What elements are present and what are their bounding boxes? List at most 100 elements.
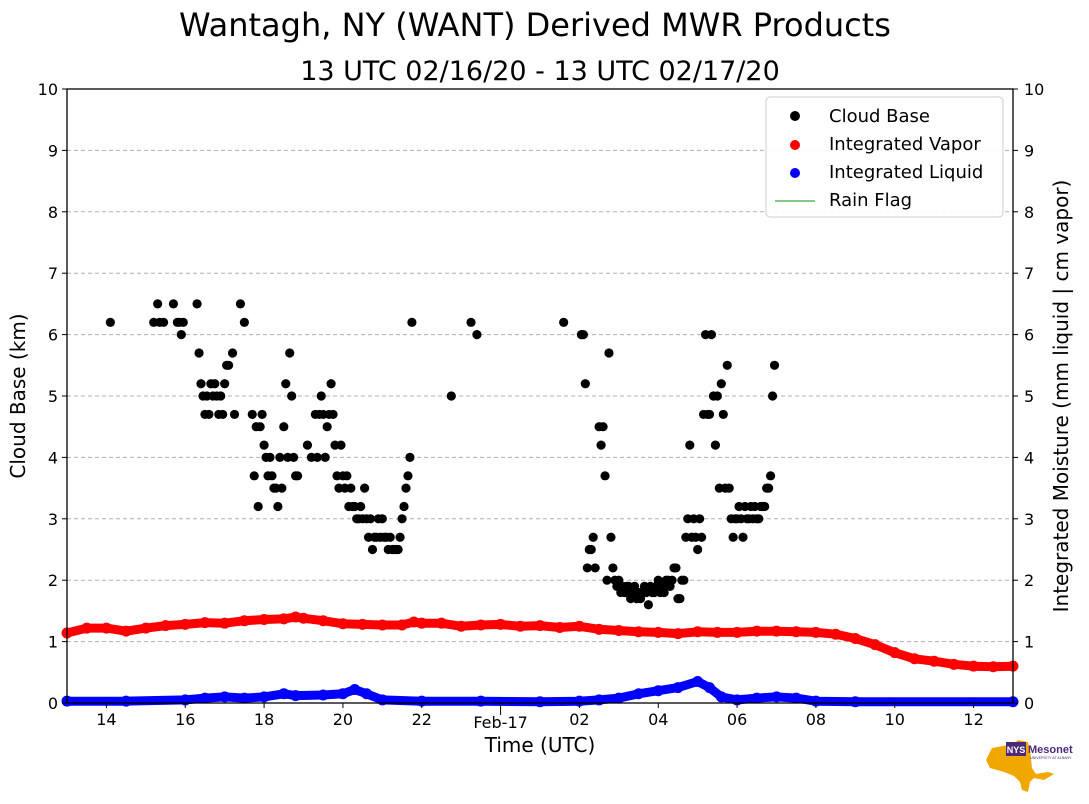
legend-marker-liquid — [790, 168, 800, 178]
cloud-base-point — [239, 317, 249, 327]
cloud-base-point — [365, 514, 376, 524]
legend-marker-vapor — [790, 140, 800, 150]
cloud-base-point — [393, 544, 403, 555]
y-tick-label-right: 7 — [1024, 264, 1034, 283]
cloud-base-point — [356, 501, 366, 512]
data-point — [317, 615, 329, 627]
cloud-base-point — [253, 501, 263, 512]
data-point — [751, 692, 763, 704]
cloud-base-point — [235, 299, 246, 309]
cloud-base-point — [659, 587, 669, 598]
data-point — [160, 620, 172, 632]
cloud-base-point — [738, 532, 748, 542]
cloud-base-point — [446, 391, 456, 401]
cloud-base-point — [342, 471, 352, 481]
legend: Cloud Base Integrated Vapor Integrated L… — [765, 96, 1004, 218]
cloud-base-point — [706, 330, 717, 340]
series-integrated-vapor — [61, 611, 1019, 673]
cloud-base-point — [407, 317, 417, 327]
data-point — [475, 619, 487, 631]
cloud-base-point — [273, 501, 283, 512]
data-point — [396, 619, 408, 631]
data-point — [593, 694, 605, 706]
x-tick-label: 16 — [175, 710, 195, 729]
data-point — [278, 613, 290, 625]
chart-subtitle: 13 UTC 02/16/20 - 13 UTC 02/17/20 — [300, 56, 780, 87]
cloud-base-point — [322, 422, 332, 432]
y-tick-label-right: 10 — [1024, 80, 1044, 99]
cloud-base-point — [405, 452, 415, 462]
mesonet-text: Mesonet — [1028, 744, 1073, 756]
legend-label-liquid: Integrated Liquid — [829, 162, 983, 183]
data-point — [219, 617, 231, 629]
legend-label-cloud-base: Cloud Base — [829, 106, 930, 127]
cloud-base-point — [466, 317, 476, 327]
cloud-base-point — [710, 440, 721, 450]
data-point — [554, 621, 566, 633]
grid-lines — [67, 149, 1013, 643]
data-point — [889, 647, 901, 659]
cloud-base-point — [395, 532, 405, 542]
cloud-base-point — [267, 471, 277, 481]
cloud-base-point — [472, 330, 482, 340]
cloud-base-point — [281, 379, 291, 389]
cloud-base-point — [712, 391, 722, 401]
cloud-base-point — [204, 409, 214, 420]
data-point — [290, 690, 302, 702]
data-point — [475, 695, 487, 707]
cloud-base-point — [580, 379, 590, 389]
cloud-base-point — [178, 317, 188, 327]
chart-title: Wantagh, NY (WANT) Derived MWR Products — [179, 6, 891, 44]
cloud-base-point — [695, 514, 705, 524]
data-point — [908, 653, 920, 665]
cloud-base-point — [210, 379, 220, 389]
cloud-base-point — [279, 422, 289, 432]
cloud-base-point — [312, 452, 322, 462]
cloud-base-point — [192, 299, 202, 309]
data-point — [573, 620, 585, 632]
data-point — [534, 620, 546, 632]
cloud-base-point — [764, 483, 774, 493]
y-axis-label-right: Integrated Moisture (mm liquid | cm vapo… — [1049, 180, 1073, 613]
data-point — [652, 685, 664, 697]
data-point — [455, 620, 467, 632]
cloud-base-point — [265, 452, 275, 462]
cloud-base-point — [716, 379, 726, 389]
data-point — [179, 618, 191, 630]
data-point — [219, 691, 231, 703]
cloud-base-point — [643, 600, 653, 610]
legend-label-vapor: Integrated Vapor — [829, 134, 981, 155]
cloud-base-point — [590, 563, 600, 573]
cloud-base-point — [302, 440, 313, 450]
cloud-base-point — [176, 330, 186, 340]
data-point — [514, 620, 526, 632]
cloud-base-point — [158, 317, 169, 327]
cloud-base-point — [728, 532, 738, 542]
cloud-base-point — [289, 452, 299, 462]
cloud-base-point — [760, 501, 770, 512]
cloud-base-point — [247, 409, 257, 420]
data-point — [849, 633, 861, 645]
data-point — [771, 625, 782, 637]
cloud-base-point — [326, 379, 336, 389]
cloud-base-point — [403, 471, 413, 481]
data-point — [120, 695, 132, 707]
cloud-base-point — [277, 483, 287, 493]
cloud-base-point — [105, 317, 115, 327]
data-point — [869, 639, 881, 651]
cloud-base-point — [602, 575, 612, 585]
data-point — [810, 626, 822, 638]
legend-label-rain-flag: Rain Flag — [829, 190, 912, 211]
data-point — [376, 619, 388, 631]
x-tick-label: 02 — [569, 710, 589, 729]
data-point — [613, 692, 625, 704]
cloud-base-point — [285, 348, 295, 358]
y-axis-label-left: Cloud Base (km) — [6, 313, 30, 478]
data-point — [849, 696, 861, 708]
y-tick-label-right: 2 — [1024, 571, 1034, 590]
data-point — [199, 692, 211, 704]
data-point — [672, 628, 684, 640]
data-point — [278, 688, 290, 700]
cloud-base-point — [359, 483, 370, 493]
data-point — [435, 617, 447, 629]
